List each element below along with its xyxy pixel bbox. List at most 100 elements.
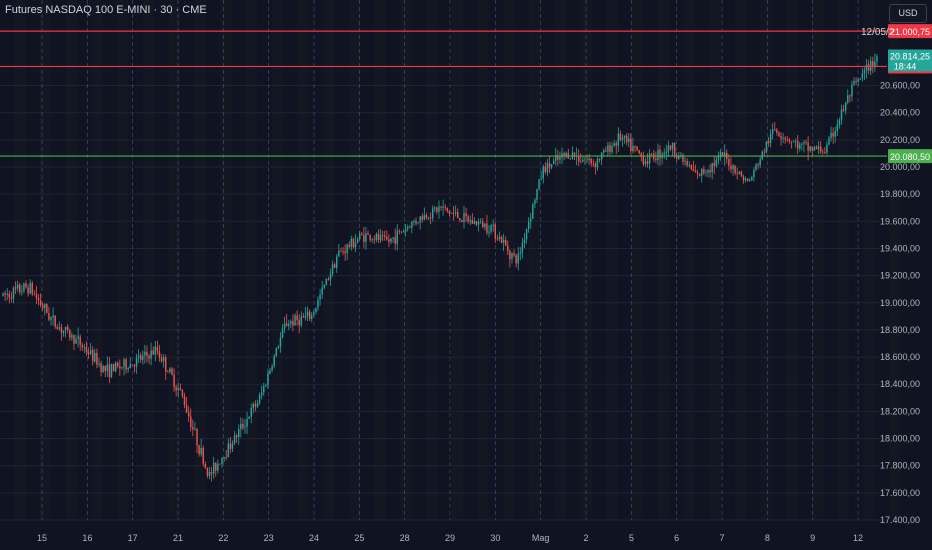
candle-body bbox=[409, 226, 411, 228]
candle-body bbox=[799, 144, 801, 149]
time-tick-label: 9 bbox=[810, 533, 815, 543]
candle-body bbox=[358, 233, 361, 240]
candle-body bbox=[177, 388, 179, 391]
candle-body bbox=[356, 239, 359, 244]
candle-body bbox=[454, 212, 457, 214]
candle-body bbox=[540, 178, 542, 180]
candle-body bbox=[813, 147, 816, 151]
candle-body bbox=[644, 161, 647, 165]
candle-body bbox=[504, 240, 507, 246]
candle-body bbox=[325, 278, 328, 285]
candle-body bbox=[529, 218, 532, 222]
candle-body bbox=[81, 344, 84, 348]
candle-body bbox=[542, 166, 544, 179]
candle-body bbox=[755, 164, 757, 170]
candle-body bbox=[104, 366, 106, 371]
time-tick-label: 6 bbox=[674, 533, 679, 543]
candle-body bbox=[640, 153, 643, 156]
candle-body bbox=[565, 153, 567, 156]
candle-body bbox=[117, 362, 119, 367]
time-axis[interactable]: 15 16 17 21 22 23 24 25 28 29 30 Mag 2 5 6 7 8 9 12 bbox=[37, 533, 863, 543]
candle-body bbox=[427, 217, 430, 219]
candle-body bbox=[669, 145, 672, 150]
candle-body bbox=[369, 234, 371, 240]
candle-body bbox=[615, 143, 617, 146]
candle-body bbox=[517, 254, 519, 264]
candle-body bbox=[488, 231, 490, 233]
candle-body bbox=[250, 408, 252, 417]
candle-body bbox=[37, 298, 40, 301]
candle-body bbox=[746, 178, 749, 182]
candle-body bbox=[819, 146, 822, 152]
candle-body bbox=[857, 79, 859, 82]
candle-body bbox=[139, 355, 142, 360]
off-session-band bbox=[837, 0, 850, 520]
candle-body bbox=[832, 132, 834, 137]
candle-body bbox=[748, 180, 751, 182]
candle-body bbox=[851, 84, 853, 97]
last-price-label: 20.814,25 bbox=[890, 51, 930, 61]
off-session-band bbox=[374, 0, 387, 520]
currency-button[interactable]: USD bbox=[889, 4, 927, 23]
price-tick-label: 19.600,00 bbox=[880, 216, 920, 226]
price-axis[interactable]: 17.400,00 17.600,00 17.800,00 18.000,00 18.2… bbox=[880, 49, 932, 525]
candle-body bbox=[536, 189, 538, 200]
off-session-band bbox=[606, 0, 618, 520]
candle-body bbox=[440, 206, 442, 208]
candle-body bbox=[77, 336, 79, 339]
off-session-band bbox=[117, 0, 129, 520]
candle-body bbox=[271, 366, 273, 371]
candle-body bbox=[456, 212, 459, 219]
time-tick-label: 16 bbox=[82, 533, 92, 543]
candle-body bbox=[774, 129, 776, 131]
candle-body bbox=[778, 132, 780, 137]
candle-body bbox=[256, 403, 259, 407]
resistance-price-label: 21.000,75 bbox=[890, 27, 930, 37]
candle-body bbox=[876, 56, 878, 62]
candle-body bbox=[667, 145, 670, 152]
time-tick-label: 5 bbox=[629, 533, 634, 543]
candle-body bbox=[534, 199, 536, 205]
candle-body bbox=[767, 141, 770, 144]
candle-body bbox=[392, 237, 394, 239]
candle-body bbox=[363, 234, 365, 242]
candle-body bbox=[258, 395, 261, 404]
candle-body bbox=[114, 362, 117, 372]
candle-body bbox=[310, 315, 313, 319]
off-session-band bbox=[297, 0, 309, 520]
candle-body bbox=[650, 153, 653, 155]
candle-body bbox=[452, 212, 455, 214]
candle-body bbox=[830, 132, 832, 139]
candle-body bbox=[96, 352, 98, 365]
candle-body bbox=[602, 150, 605, 153]
candle-body bbox=[394, 237, 396, 244]
candle-body bbox=[690, 165, 693, 170]
candle-body bbox=[54, 315, 56, 327]
candle-body bbox=[52, 315, 54, 318]
candle-body bbox=[490, 225, 492, 232]
candle-body bbox=[298, 319, 300, 326]
candle-body bbox=[252, 403, 255, 409]
off-session-band bbox=[425, 0, 438, 520]
candle-body bbox=[340, 250, 342, 252]
candle-body bbox=[137, 355, 140, 358]
candle-body bbox=[849, 95, 851, 97]
candle-body bbox=[94, 352, 96, 362]
candle-body bbox=[655, 158, 657, 161]
candle-body bbox=[484, 223, 486, 228]
candle-body bbox=[701, 168, 703, 176]
candle-body bbox=[69, 329, 71, 338]
off-session-band bbox=[65, 0, 78, 520]
candle-body bbox=[421, 216, 424, 220]
candle-body bbox=[717, 157, 720, 160]
candle-body bbox=[630, 138, 632, 152]
candle-body bbox=[847, 95, 849, 103]
candle-body bbox=[619, 133, 622, 141]
candle-body bbox=[285, 323, 288, 327]
off-session-band bbox=[142, 0, 155, 520]
candle-body bbox=[611, 146, 613, 153]
candle-body bbox=[538, 179, 540, 190]
candle-body bbox=[244, 426, 246, 428]
candle-body bbox=[46, 304, 48, 313]
